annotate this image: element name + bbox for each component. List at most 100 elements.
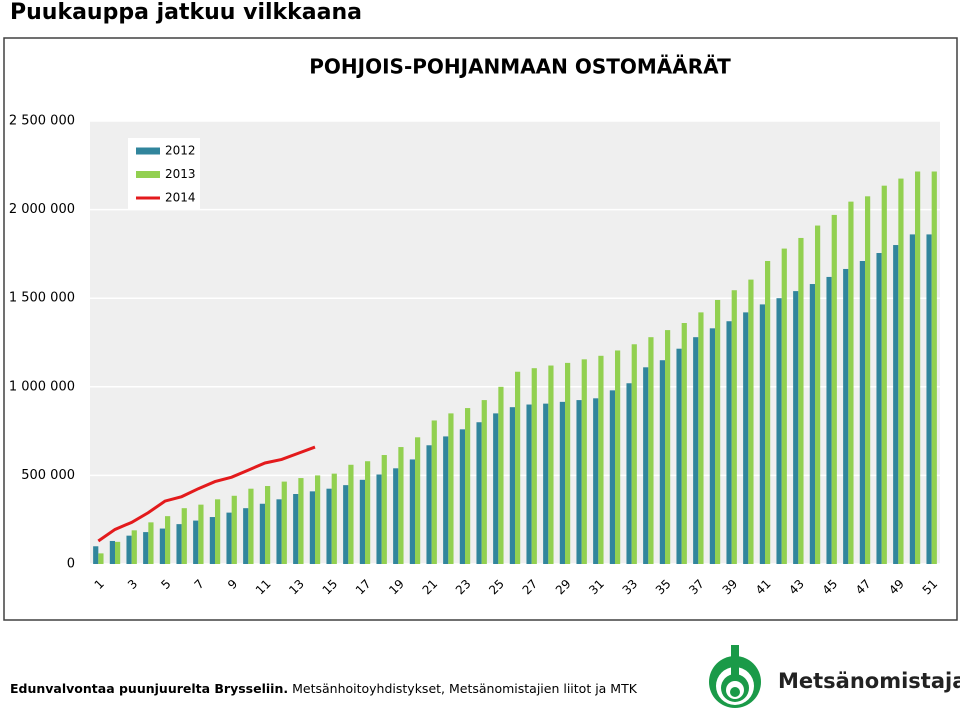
bar: [781, 248, 787, 565]
bar: [298, 478, 304, 564]
bar: [398, 447, 404, 564]
bar: [526, 404, 532, 564]
bar: [426, 445, 432, 564]
bar: [215, 499, 221, 564]
bar: [765, 260, 771, 564]
bar: [476, 422, 482, 564]
bar: [198, 504, 204, 564]
bar: [931, 171, 937, 564]
bar: [576, 400, 582, 564]
bar: [343, 485, 349, 564]
bar: [648, 337, 654, 564]
bar: [615, 350, 621, 564]
bar: [748, 279, 754, 564]
bar: [415, 437, 421, 564]
bar: [731, 290, 737, 564]
bar: [926, 234, 932, 564]
bar: [98, 553, 104, 564]
bar: [326, 488, 332, 564]
bar: [131, 530, 137, 564]
bar: [793, 291, 799, 564]
bar: [381, 455, 387, 564]
legend-swatch: [136, 147, 160, 155]
bar: [715, 299, 721, 564]
bar: [509, 407, 515, 564]
bar: [915, 171, 921, 564]
bar: [809, 284, 815, 564]
y-tick-label: 500 000: [21, 468, 75, 483]
bar: [359, 479, 365, 564]
bar: [209, 517, 215, 564]
bar: [726, 321, 732, 564]
bar: [581, 359, 587, 564]
bar: [465, 408, 471, 564]
slide-title: Puukauppa jatkuu vilkkaana: [10, 0, 362, 25]
bar: [876, 253, 882, 564]
bar: [843, 268, 849, 564]
bar: [126, 535, 132, 564]
bar: [893, 245, 899, 565]
bar: [681, 323, 687, 564]
bar: [331, 473, 337, 564]
bar: [759, 304, 765, 564]
bar: [609, 390, 615, 564]
bar: [243, 508, 249, 564]
bar: [459, 429, 465, 564]
footer-bold: Edunvalvontaa puunjuurelta Brysseliin.: [10, 681, 289, 696]
bar: [665, 330, 671, 564]
bar: [643, 367, 649, 564]
bar: [443, 436, 449, 564]
bar: [831, 214, 837, 564]
bar: [226, 512, 232, 564]
bar: [626, 383, 632, 564]
bar: [815, 225, 821, 564]
bar: [231, 495, 237, 564]
logo: Metsänomistajat: [709, 645, 960, 708]
footer: Edunvalvontaa puunjuurelta Brysseliin. M…: [10, 681, 637, 696]
logo-text: Metsänomistajat: [778, 669, 960, 693]
legend-label: 2014: [165, 191, 196, 205]
bar: [281, 481, 287, 564]
bar: [631, 344, 637, 564]
bar: [148, 522, 154, 564]
bar: [293, 494, 299, 564]
bar: [743, 312, 749, 564]
bar: [393, 468, 399, 564]
y-tick-label: 1 000 000: [9, 379, 75, 394]
bar: [709, 328, 715, 564]
bar: [143, 532, 149, 564]
bar: [859, 260, 865, 564]
bar: [676, 348, 682, 564]
bar: [881, 185, 887, 565]
bar: [248, 488, 254, 564]
y-tick-label: 1 500 000: [9, 291, 75, 306]
bar: [515, 371, 521, 564]
chart-title: POHJOIS-POHJANMAAN OSTOMÄÄRÄT: [309, 55, 731, 79]
logo-ring: [730, 687, 740, 697]
bar: [531, 368, 537, 564]
bar: [265, 486, 271, 564]
bar: [559, 401, 565, 564]
bar: [493, 413, 499, 564]
y-tick-label: 0: [67, 557, 75, 572]
bar: [193, 520, 199, 564]
bar: [698, 312, 704, 564]
footer-text: Metsänhoitoyhdistykset, Metsänomistajien…: [292, 681, 637, 696]
bar: [481, 400, 487, 564]
bar: [776, 298, 782, 564]
bar: [565, 362, 571, 564]
bar: [93, 546, 99, 564]
bar: [181, 508, 187, 564]
bar: [348, 464, 354, 564]
bar: [498, 386, 504, 564]
bar: [898, 178, 904, 564]
bar: [315, 475, 321, 564]
bar: [309, 491, 315, 564]
bar: [798, 237, 804, 564]
bar: [548, 365, 554, 564]
bar: [259, 503, 265, 564]
legend-label: 2012: [165, 144, 196, 158]
bar: [543, 403, 549, 564]
bar: [431, 420, 437, 564]
